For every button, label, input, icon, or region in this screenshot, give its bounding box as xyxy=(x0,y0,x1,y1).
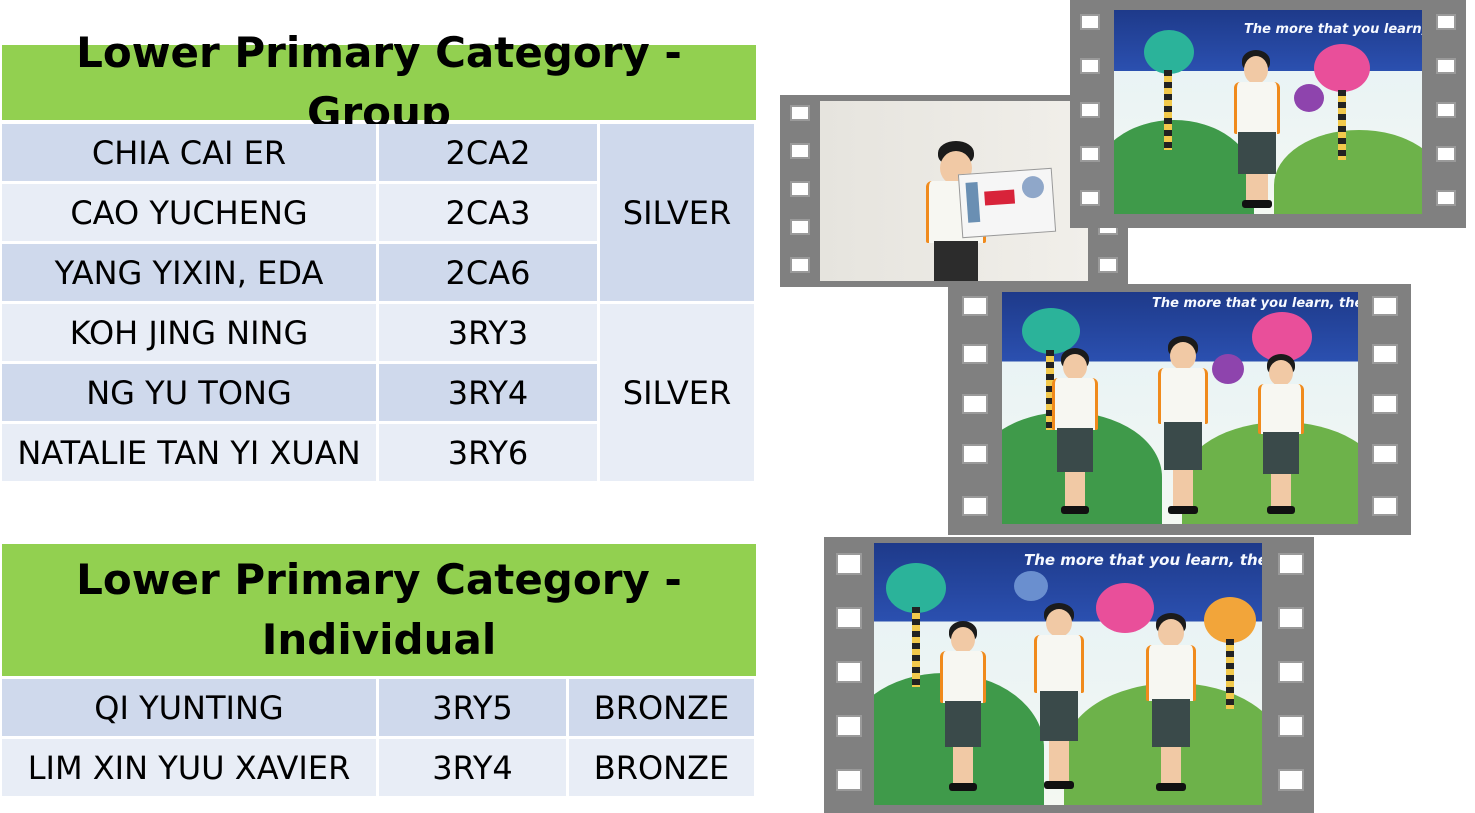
film-hole xyxy=(1098,257,1118,273)
table-cell-name: CAO YUCHENG xyxy=(2,184,379,244)
film-hole xyxy=(1080,190,1100,206)
table-cell-class: 2CA6 xyxy=(379,244,600,304)
table-cell-award: BRONZE xyxy=(569,679,757,739)
film-hole xyxy=(962,444,988,464)
individual-title-line2: Individual xyxy=(261,615,497,664)
group-title: Lower Primary Category - Group xyxy=(2,28,756,137)
table-cell-award: SILVER xyxy=(600,304,757,484)
film-hole xyxy=(1372,444,1398,464)
film-hole xyxy=(1278,769,1304,791)
photo-three-students: The more that you learn, the xyxy=(1002,292,1358,524)
film-hole xyxy=(1372,496,1398,516)
photo-boy-with-poster xyxy=(820,101,1088,281)
table-cell-name: NG YU TONG xyxy=(2,364,379,424)
film-hole xyxy=(1080,14,1100,30)
film-hole xyxy=(790,105,810,121)
table-cell-class: 3RY5 xyxy=(379,679,569,739)
table-cell-class: 3RY4 xyxy=(379,364,600,424)
film-hole xyxy=(836,553,862,575)
film-hole xyxy=(790,181,810,197)
film-hole xyxy=(1436,190,1456,206)
photo-three-students-2: The more that you learn, the xyxy=(874,543,1262,805)
student-figure xyxy=(1232,50,1282,210)
table-cell-class: 2CA3 xyxy=(379,184,600,244)
film-hole xyxy=(836,607,862,629)
table-cell-class: 2CA2 xyxy=(379,124,600,184)
table-cell-class: 3RY3 xyxy=(379,304,600,364)
backdrop-slogan: The more that you learn, the xyxy=(1024,551,1262,569)
film-hole xyxy=(962,296,988,316)
film-hole xyxy=(790,143,810,159)
film-hole xyxy=(1372,394,1398,414)
film-hole xyxy=(1278,607,1304,629)
film-frame-2: The more that you learn, the xyxy=(1070,0,1466,228)
student-figure xyxy=(1258,354,1304,518)
table-cell-name: YANG YIXIN, EDA xyxy=(2,244,379,304)
table-cell-name: CHIA CAI ER xyxy=(2,124,379,184)
film-hole xyxy=(962,394,988,414)
table-cell-award: SILVER xyxy=(600,124,757,304)
film-hole xyxy=(836,769,862,791)
film-hole xyxy=(1436,14,1456,30)
photo-girl-on-stage: The more that you learn, the xyxy=(1114,10,1422,214)
film-hole xyxy=(1372,296,1398,316)
film-hole xyxy=(790,219,810,235)
film-hole xyxy=(1278,715,1304,737)
film-hole xyxy=(1278,661,1304,683)
film-hole xyxy=(1278,553,1304,575)
film-hole xyxy=(1436,102,1456,118)
film-hole xyxy=(836,661,862,683)
table-cell-name: NATALIE TAN YI XUAN xyxy=(2,424,379,484)
film-hole xyxy=(1080,146,1100,162)
film-hole xyxy=(1372,344,1398,364)
film-frame-4: The more that you learn, the xyxy=(824,537,1314,813)
film-hole xyxy=(1080,58,1100,74)
student-figure xyxy=(1146,613,1196,795)
poster xyxy=(957,167,1057,239)
group-title-text: Lower Primary Category - Group xyxy=(76,27,682,137)
table-cell-class: 3RY6 xyxy=(379,424,600,484)
film-hole xyxy=(1080,102,1100,118)
individual-title: Lower Primary Category - Individual xyxy=(2,544,756,676)
table-cell-award: BRONZE xyxy=(569,739,757,799)
film-hole xyxy=(790,257,810,273)
table-cell-class: 3RY4 xyxy=(379,739,569,799)
table-cell-name: LIM XIN YUU XAVIER xyxy=(2,739,379,799)
student-figure xyxy=(1034,603,1084,793)
film-hole xyxy=(962,496,988,516)
student-figure xyxy=(940,621,986,793)
table-cell-name: QI YUNTING xyxy=(2,679,379,739)
film-hole xyxy=(1436,58,1456,74)
backdrop-slogan: The more that you learn, the xyxy=(1152,296,1358,311)
student-figure xyxy=(1158,336,1208,520)
film-hole xyxy=(962,344,988,364)
film-hole xyxy=(1436,146,1456,162)
table-cell-name: KOH JING NING xyxy=(2,304,379,364)
film-hole xyxy=(836,715,862,737)
student-figure xyxy=(1052,348,1098,518)
backdrop-slogan: The more that you learn, the xyxy=(1244,22,1422,37)
film-frame-3: The more that you learn, the xyxy=(948,284,1411,535)
individual-title-line1: Lower Primary Category - xyxy=(76,555,682,604)
